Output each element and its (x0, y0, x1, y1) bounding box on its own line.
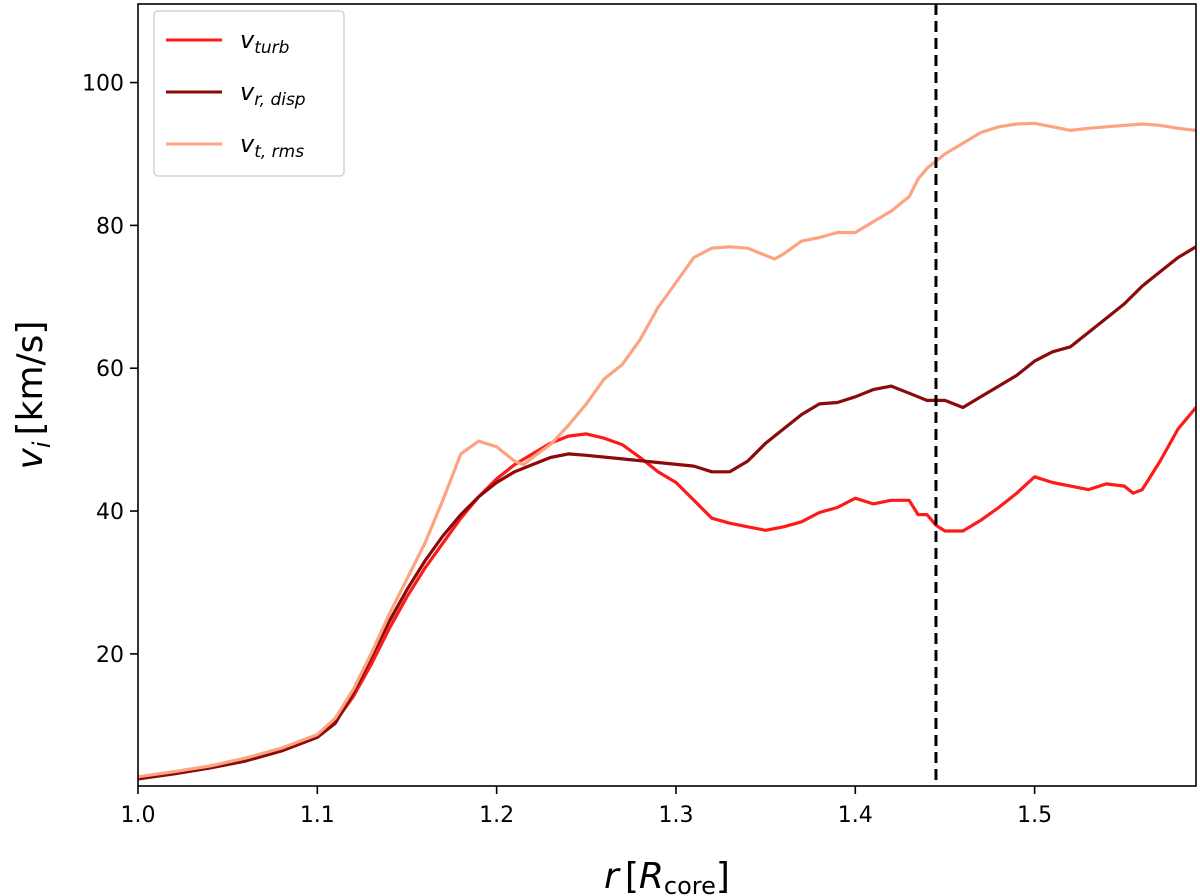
x-tick-label: 1.1 (300, 803, 335, 828)
legend-box (153, 10, 345, 177)
x-tick-label: 1.4 (838, 803, 873, 828)
x-tick-label: 1.3 (658, 803, 693, 828)
x-axis-label-main: r (604, 856, 621, 896)
x-axis-label-bracket-close: ] (716, 856, 730, 896)
x-axis-label-symbol: R (639, 856, 664, 896)
plot-frame (137, 3, 1197, 787)
legend: vturb vr, disp vt, rms (153, 10, 345, 177)
tick-marks (130, 81, 1036, 794)
y-axis-label-main: v (10, 447, 51, 469)
y-axis-label-subscript: i (28, 441, 56, 448)
series-line-0 (138, 405, 1196, 781)
x-tick-label: 1.5 (1017, 803, 1052, 828)
legend-label-v-r-disp: vr, disp (240, 78, 306, 110)
y-axis-label: vi [km/s] (10, 321, 56, 470)
x-axis-label: r [Rcore] (604, 856, 730, 896)
plot-area (138, 4, 1196, 786)
y-tick-label: 60 (96, 357, 124, 382)
x-axis-label-subscript: core (664, 872, 716, 896)
y-axis-label-unit: [km/s] (10, 321, 51, 436)
legend-label-v-turb: vturb (240, 26, 289, 58)
y-tick-label: 80 (96, 214, 124, 239)
y-tick-label: 40 (96, 500, 124, 525)
x-axis-label-bracket-open: [ (625, 856, 639, 896)
x-tick-label: 1.0 (121, 803, 156, 828)
x-tick-label: 1.2 (479, 803, 514, 828)
series-line-1 (138, 245, 1196, 781)
series-line-2 (138, 121, 1196, 779)
y-tick-label: 20 (96, 643, 124, 668)
y-tick-label: 100 (82, 72, 124, 97)
tick-labels: 1.0 1.1 1.2 1.3 1.4 1.5 20 40 60 80 100 (82, 72, 1052, 828)
legend-label-v-t-rms: vt, rms (240, 130, 304, 162)
